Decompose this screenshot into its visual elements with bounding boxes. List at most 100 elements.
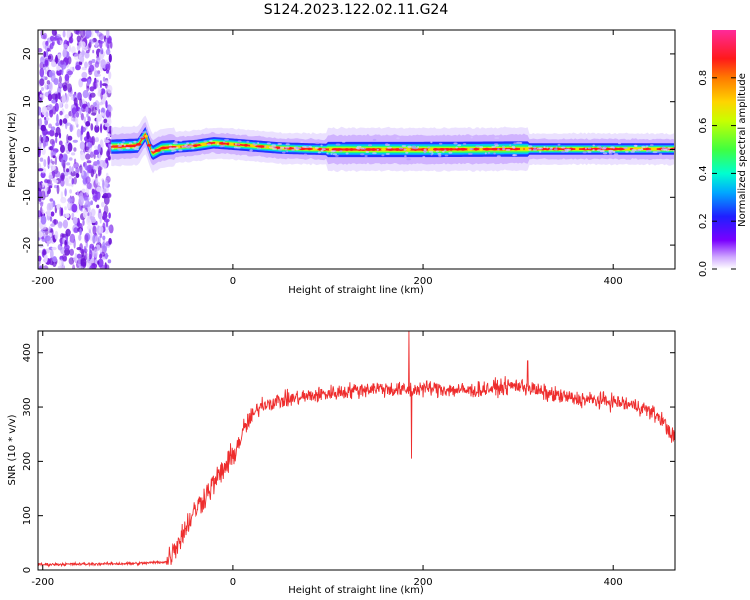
noise-speck (83, 116, 87, 124)
signal-speck (191, 147, 195, 150)
noise-speck (108, 237, 112, 245)
noise-speck (54, 31, 58, 37)
noise-speck (80, 151, 86, 161)
noise-speck (104, 179, 109, 188)
noise-speck (62, 253, 67, 262)
x-tick-label: -200 (31, 577, 54, 588)
noise-speck (101, 144, 104, 148)
signal-hotspot (144, 134, 148, 138)
signal-speck (539, 147, 543, 150)
noise-speck (73, 53, 80, 61)
noise-speck (39, 117, 42, 127)
noise-speck (56, 34, 61, 39)
noise-speck (51, 246, 57, 251)
noise-speck (76, 190, 79, 196)
noise-speck (46, 80, 51, 85)
signal-hotspot (439, 148, 446, 151)
signal-speck (610, 146, 615, 149)
noise-speck (51, 202, 54, 208)
noise-speck (67, 202, 71, 210)
signal-speck (602, 152, 608, 155)
noise-speck (96, 113, 102, 122)
noise-speck (87, 206, 91, 212)
signal-speck (345, 152, 349, 155)
noise-speck (98, 235, 101, 245)
noise-speck (57, 265, 64, 269)
noise-speck (52, 105, 57, 115)
noise-speck (44, 253, 48, 263)
noise-speck (94, 61, 100, 68)
spectrogram-x-ticks: -200 0 200 400 (31, 30, 623, 287)
signal-speck (168, 144, 173, 147)
signal-hotspot (575, 147, 580, 151)
signal-speck (625, 150, 629, 153)
noise-speck (40, 124, 46, 132)
noise-speck (85, 176, 91, 184)
noise-speck (71, 166, 74, 173)
noise-speck (107, 225, 112, 231)
noise-speck (71, 46, 76, 54)
noise-speck (74, 252, 78, 261)
signal-speck (613, 153, 619, 156)
noise-speck (64, 244, 70, 251)
noise-speck (78, 234, 82, 241)
signal-speck (161, 150, 165, 153)
noise-speck (105, 100, 108, 109)
signal-speck (234, 143, 237, 146)
noise-speck (51, 61, 57, 68)
noise-speck (99, 159, 105, 168)
noise-speck (85, 30, 92, 38)
noise-speck (47, 55, 52, 60)
signal-hotspot (147, 143, 152, 147)
snr-x-ticks: -200 0 200 400 (31, 331, 623, 588)
noise-speck (89, 92, 96, 98)
signal-speck (303, 153, 307, 156)
noise-speck (102, 179, 105, 190)
signal-speck (387, 146, 392, 149)
noise-speck (38, 197, 42, 202)
noise-speck (39, 157, 44, 162)
signal-hotspot (161, 146, 166, 150)
signal-speck (123, 144, 126, 147)
noise-speck (95, 41, 98, 48)
noise-speck (97, 165, 102, 175)
signal-speck (404, 155, 407, 158)
noise-speck (75, 111, 80, 118)
noise-speck (39, 265, 42, 269)
signal-hotspot (483, 147, 490, 151)
signal-speck (659, 153, 663, 156)
noise-speck (99, 217, 102, 224)
signal-speck (321, 148, 326, 151)
noise-speck (81, 188, 86, 193)
noise-speck (105, 63, 110, 69)
noise-speck (76, 45, 80, 51)
x-tick-label: 0 (230, 276, 236, 287)
signal-speck (550, 147, 553, 150)
signal-speck (206, 143, 211, 146)
signal-speck (587, 150, 592, 153)
noise-speck (90, 257, 95, 264)
signal-speck (117, 143, 120, 146)
noise-speck (53, 77, 59, 86)
noise-speck (54, 156, 58, 166)
noise-speck (107, 37, 111, 44)
signal-speck (599, 146, 603, 149)
noise-speck (48, 70, 53, 78)
signal-speck (285, 146, 290, 149)
noise-speck (55, 122, 60, 127)
y-tick-label: 100 (22, 506, 33, 525)
signal-speck (484, 152, 487, 155)
signal-speck (623, 146, 628, 149)
signal-speck (509, 144, 512, 147)
noise-speck (80, 113, 84, 121)
noise-speck (38, 250, 43, 253)
noise-speck (47, 182, 53, 187)
noise-speck (91, 188, 95, 195)
signal-hotspot (650, 147, 658, 151)
signal-speck (172, 142, 178, 145)
noise-speck (39, 56, 45, 65)
noise-speck (48, 82, 52, 90)
noise-speck (44, 44, 50, 51)
noise-speck (105, 228, 109, 235)
